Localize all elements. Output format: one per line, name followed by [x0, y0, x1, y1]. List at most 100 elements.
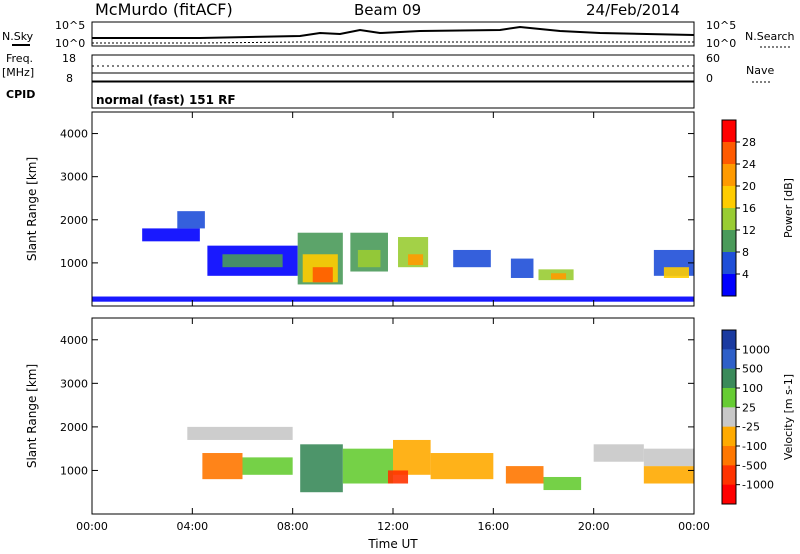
y-tick-label: 4000	[60, 334, 88, 347]
colorbar-segment	[722, 407, 736, 428]
x-tick-label: 20:00	[578, 520, 610, 533]
data-region	[187, 426, 293, 440]
colorbar-segment	[722, 330, 736, 350]
colorbar-tick-label: 500	[742, 363, 763, 376]
data-region	[312, 267, 333, 283]
x-tick-label: 16:00	[477, 520, 509, 533]
data-region	[387, 470, 409, 484]
colorbar-segment	[722, 252, 736, 275]
nave-tick-low: 0	[706, 72, 713, 85]
colorbar-segment	[722, 368, 736, 389]
data-region	[430, 453, 494, 480]
freq-tick-high: 18	[62, 52, 76, 65]
freq-label: Freq.	[6, 52, 33, 65]
colorbar-label: Velocity [m s-1]	[782, 374, 795, 460]
nave-tick-high: 60	[706, 52, 720, 65]
data-region	[222, 254, 283, 268]
y-axis-label: Slant Range [km]	[25, 157, 39, 261]
colorbar-tick-label: 8	[742, 246, 749, 259]
colorbar-tick-label: 20	[742, 180, 756, 193]
data-region	[510, 258, 534, 278]
x-tick-label: 00:00	[678, 520, 710, 533]
x-axis-label: Time UT	[367, 537, 418, 551]
noise-tick-right-high: 10^5	[706, 19, 736, 32]
x-tick-label: 12:00	[377, 520, 409, 533]
y-tick-label: 1000	[60, 257, 88, 270]
data-region	[663, 267, 689, 278]
data-region	[643, 448, 694, 467]
cpid-text: normal (fast) 151 RF	[96, 93, 236, 107]
cpid-label: CPID	[6, 88, 35, 101]
colorbar-tick-label: 12	[742, 224, 756, 237]
y-tick-label: 2000	[60, 421, 88, 434]
colorbar-tick-label: 24	[742, 158, 756, 171]
y-axis-label: Slant Range [km]	[25, 364, 39, 468]
colorbar-tick-label: 1000	[742, 343, 770, 356]
date-label: 24/Feb/2014	[586, 1, 680, 19]
colorbar-segment	[722, 208, 736, 231]
data-region	[543, 476, 582, 491]
y-tick-label: 3000	[60, 171, 88, 184]
colorbar-segment	[722, 274, 736, 297]
freq-tick-low: 8	[66, 72, 73, 85]
nsearch-label: N.Search	[745, 30, 795, 43]
colorbar-tick-label: 25	[742, 401, 756, 414]
colorbar-segment	[722, 465, 736, 486]
colorbar-tick-label: -100	[742, 440, 767, 453]
colorbar-segment	[722, 164, 736, 187]
velocity-panel: 1000 2000 3000 4000 00:00 04:00 08:00 12:00 16:0…	[25, 317, 795, 551]
noise-tick-high: 10^5	[55, 19, 85, 32]
data-region	[505, 466, 544, 484]
data-region	[593, 444, 644, 462]
x-tick-label: 00:00	[76, 520, 108, 533]
plot-frame	[91, 111, 695, 307]
colorbar-tick-label: 4	[742, 268, 749, 281]
data-region	[202, 453, 243, 480]
station-title: McMurdo (fitACF)	[95, 0, 233, 19]
nsky-label: N.Sky	[2, 30, 34, 43]
data-region	[242, 457, 293, 475]
colorbar-segment	[722, 120, 736, 143]
data-region	[551, 273, 567, 280]
y-tick-label: 3000	[60, 377, 88, 390]
noise-sky-line	[92, 25, 695, 39]
colorbar-frame	[721, 329, 737, 505]
freq-unit-label: [MHz]	[2, 66, 34, 79]
y-tick-label: 2000	[60, 214, 88, 227]
x-tick-label: 08:00	[277, 520, 309, 533]
noise-tick-right-low: 10^0	[706, 37, 736, 50]
noise-search-line	[92, 41, 694, 44]
data-region	[393, 439, 431, 475]
x-tick-label: 04:00	[176, 520, 208, 533]
colorbar-label: Power [dB]	[782, 178, 795, 238]
colorbar-tick-label: -500	[742, 459, 767, 472]
colorbar-segment	[722, 186, 736, 209]
data-region	[177, 211, 205, 229]
data-region	[300, 444, 343, 493]
data-region	[342, 448, 393, 484]
data-region	[408, 254, 424, 266]
nave-label: Nave	[746, 64, 774, 77]
y-tick-label: 4000	[60, 128, 88, 141]
data-region	[453, 249, 491, 268]
colorbar-segment	[722, 142, 736, 165]
power-panel: 1000 2000 3000 4000 Slant Range [km] 28 24 20 16…	[25, 111, 795, 307]
colorbar-segment	[722, 446, 736, 466]
colorbar-tick-label: -25	[742, 421, 760, 434]
data-region	[643, 466, 694, 484]
y-tick-label: 1000	[60, 464, 88, 477]
data-region	[142, 228, 200, 242]
colorbar-segment	[722, 484, 736, 505]
colorbar-tick-label: 16	[742, 202, 756, 215]
colorbar-segment	[722, 349, 736, 370]
cpid-panel-frame	[91, 81, 695, 109]
colorbar-segment	[722, 426, 736, 447]
noise-tick-low: 10^0	[55, 37, 85, 50]
data-region	[92, 296, 694, 302]
colorbar-tick-label: -1000	[742, 479, 774, 492]
colorbar-segment	[722, 388, 736, 408]
colorbar-segment	[722, 230, 736, 253]
data-region	[357, 249, 381, 268]
plot-frame	[91, 317, 695, 515]
